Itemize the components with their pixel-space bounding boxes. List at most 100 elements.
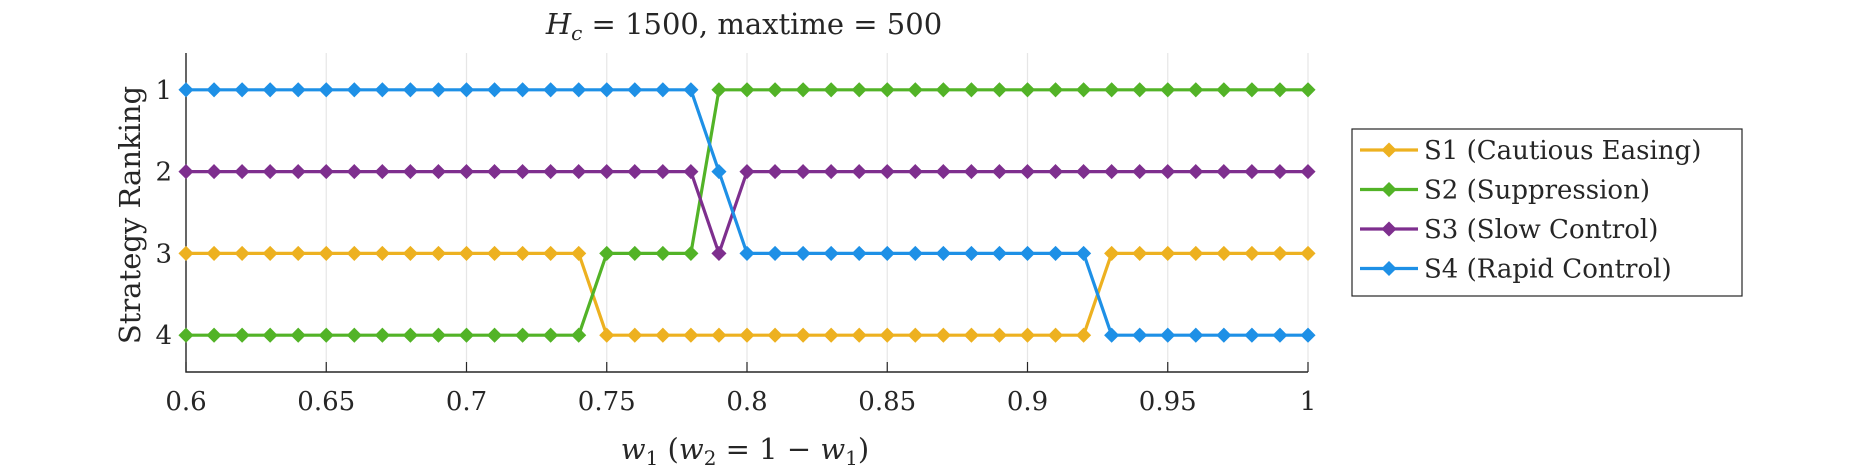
data-point	[907, 245, 923, 261]
legend-marker	[1381, 142, 1397, 158]
data-point	[711, 327, 727, 343]
data-point	[178, 327, 194, 343]
data-point	[543, 164, 559, 180]
data-point	[795, 164, 811, 180]
data-point	[1047, 82, 1064, 98]
data-point	[1104, 164, 1120, 180]
x-tick-label: 0.6	[165, 387, 206, 417]
x-tick-label: 0.7	[446, 387, 487, 417]
data-point	[206, 245, 222, 261]
legend-label: S2 (Suppression)	[1424, 176, 1650, 206]
data-point	[374, 164, 390, 180]
legend-label: S4 (Rapid Control)	[1424, 255, 1672, 285]
xlabel-close: )	[858, 432, 869, 466]
data-point	[683, 327, 699, 343]
data-point	[795, 327, 811, 343]
data-point	[543, 327, 559, 343]
data-point	[935, 245, 951, 261]
data-point	[1272, 82, 1288, 98]
data-point	[178, 245, 194, 261]
data-point	[290, 82, 306, 98]
data-point	[234, 164, 250, 180]
data-point	[402, 245, 418, 261]
data-point	[1188, 245, 1204, 261]
data-point	[1272, 327, 1288, 343]
data-point	[683, 82, 699, 98]
data-point	[1160, 327, 1176, 343]
data-point	[458, 164, 475, 180]
data-point	[318, 164, 334, 180]
data-point	[683, 164, 699, 180]
data-point	[1188, 164, 1204, 180]
data-point	[683, 245, 699, 261]
data-point	[458, 245, 475, 261]
title-var: H	[545, 7, 572, 41]
data-point	[1019, 245, 1036, 261]
data-point	[515, 245, 531, 261]
data-point	[1076, 245, 1092, 261]
xlabel-w1: w	[621, 432, 646, 466]
data-point	[599, 327, 615, 343]
data-point	[907, 82, 923, 98]
x-tick-label: 0.85	[858, 387, 916, 417]
data-point	[963, 164, 979, 180]
data-point	[346, 164, 362, 180]
legend-entry: S4 (Rapid Control)	[1360, 255, 1672, 285]
data-point	[851, 327, 867, 343]
data-point	[991, 245, 1008, 261]
data-point	[402, 82, 418, 98]
data-point	[515, 164, 531, 180]
data-point	[767, 164, 783, 180]
series-3	[178, 164, 1316, 261]
data-point	[402, 164, 418, 180]
data-point	[1160, 164, 1176, 180]
legend-entry: S3 (Slow Control)	[1360, 215, 1658, 245]
data-point	[935, 327, 951, 343]
data-point	[823, 245, 839, 261]
data-point	[374, 82, 390, 98]
xlabel-w3-sub: 1	[845, 446, 858, 469]
data-point	[1244, 164, 1260, 180]
data-point	[935, 82, 951, 98]
data-point	[486, 327, 503, 343]
data-point	[627, 245, 643, 261]
data-point	[991, 327, 1008, 343]
data-point	[290, 245, 306, 261]
legend-label: S1 (Cautious Easing)	[1424, 136, 1701, 166]
xlabel-w1-sub: 1	[646, 446, 659, 469]
data-point	[991, 164, 1008, 180]
data-point	[1047, 164, 1064, 180]
x-tick-label: 0.95	[1139, 387, 1197, 417]
xlabel-eq: = 1 −	[716, 432, 820, 466]
xlabel-w2: w	[679, 432, 704, 466]
data-point	[1019, 82, 1036, 98]
y-tick-label: 4	[155, 321, 172, 351]
data-point	[907, 327, 923, 343]
data-point	[879, 164, 895, 180]
data-point	[402, 327, 418, 343]
data-point	[963, 245, 979, 261]
data-point	[206, 164, 222, 180]
data-point	[795, 245, 811, 261]
data-point	[178, 82, 194, 98]
data-point	[879, 327, 895, 343]
data-point	[346, 327, 362, 343]
data-point	[1104, 245, 1120, 261]
data-point	[599, 245, 615, 261]
y-tick-label: 1	[155, 76, 172, 106]
data-point	[1244, 82, 1260, 98]
data-point	[795, 82, 811, 98]
data-point	[571, 164, 587, 180]
data-point	[823, 164, 839, 180]
data-point	[1076, 82, 1092, 98]
data-point	[262, 327, 278, 343]
x-tick-label: 0.9	[1007, 387, 1048, 417]
data-point	[430, 245, 447, 261]
data-point	[318, 245, 334, 261]
data-point	[1272, 245, 1288, 261]
data-point	[599, 164, 615, 180]
data-point	[318, 327, 334, 343]
data-point	[178, 164, 194, 180]
data-point	[739, 327, 755, 343]
data-point	[1076, 164, 1092, 180]
